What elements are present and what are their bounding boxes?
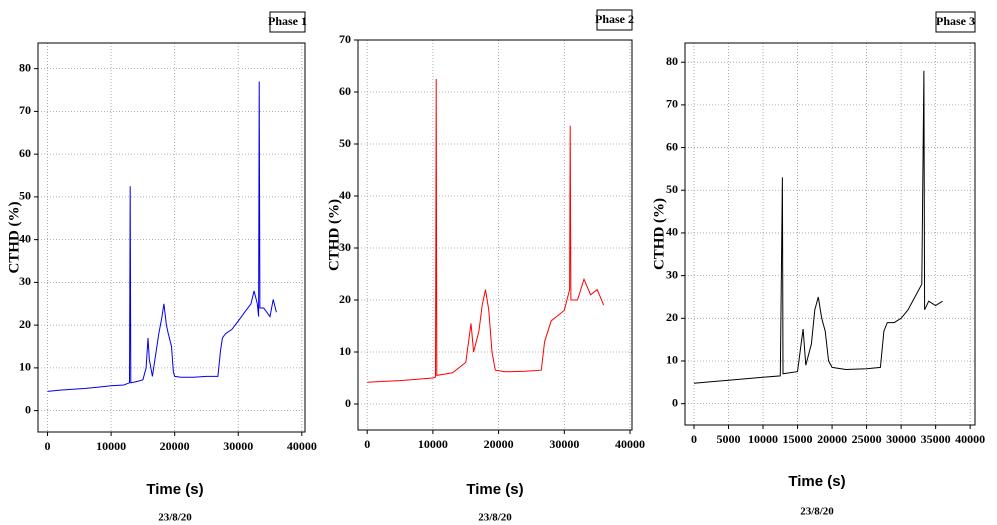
y-tick-label: 0 — [25, 402, 31, 416]
x-tick-label: 40000 — [615, 437, 645, 451]
y-tick-label: 0 — [345, 396, 351, 410]
x-tick-label: 30000 — [886, 432, 916, 446]
data-line — [367, 78, 605, 383]
x-tick-label: 25000 — [852, 432, 882, 446]
chart-title: Phase 1 — [268, 14, 307, 28]
title-box — [935, 11, 976, 33]
y-tick-label: 70 — [19, 103, 31, 117]
y-tick-label: 20 — [339, 292, 351, 306]
y-tick-label: 30 — [339, 240, 351, 254]
date-label: 23/8/20 — [478, 512, 512, 524]
chart-title: Phase 3 — [936, 14, 975, 28]
chart-title: Phase 2 — [595, 12, 634, 26]
y-tick-label: 40 — [666, 225, 678, 239]
y-tick-label: 30 — [19, 274, 31, 288]
data-line — [693, 70, 943, 384]
y-tick-label: 60 — [19, 146, 31, 160]
x-axis-label: Time (s) — [788, 473, 845, 490]
y-tick-label: 10 — [666, 353, 678, 367]
x-tick-label: 0 — [364, 437, 370, 451]
x-tick-label: 15000 — [783, 432, 813, 446]
x-tick-label: 5000 — [717, 432, 741, 446]
y-tick-label: 80 — [666, 54, 678, 68]
y-tick-label: 30 — [666, 267, 678, 281]
y-tick-label: 20 — [19, 317, 31, 331]
y-tick-label: 80 — [19, 60, 31, 74]
x-tick-label: 30000 — [223, 439, 253, 453]
y-axis-label: CTHD (%) — [326, 199, 342, 271]
x-tick-label: 35000 — [921, 432, 951, 446]
y-tick-label: 20 — [666, 310, 678, 324]
y-tick-label: 60 — [339, 84, 351, 98]
y-tick-label: 10 — [19, 360, 31, 374]
plot-frame — [684, 42, 976, 426]
y-tick-label: 40 — [339, 188, 351, 202]
x-axis-label: Time (s) — [146, 481, 203, 498]
title-box — [269, 11, 306, 33]
x-axis-label: Time (s) — [466, 481, 523, 498]
y-tick-label: 50 — [19, 189, 31, 203]
x-tick-label: 30000 — [549, 437, 579, 451]
y-axis-label: CTHD (%) — [651, 198, 667, 270]
y-tick-label: 40 — [19, 231, 31, 245]
y-tick-label: 50 — [666, 182, 678, 196]
title-box — [596, 9, 633, 31]
x-tick-label: 20000 — [484, 437, 514, 451]
x-tick-label: 40000 — [287, 439, 317, 453]
plot-frame — [37, 42, 306, 433]
y-axis-label: CTHD (%) — [6, 201, 22, 273]
y-tick-label: 50 — [339, 136, 351, 150]
date-label: 23/8/20 — [158, 512, 192, 524]
y-tick-label: 70 — [339, 32, 351, 46]
x-tick-label: 20000 — [160, 439, 190, 453]
x-tick-label: 0 — [45, 439, 51, 453]
x-tick-label: 40000 — [955, 432, 985, 446]
x-tick-label: 0 — [691, 432, 697, 446]
plot-frame — [357, 39, 633, 431]
data-line — [47, 81, 277, 392]
x-tick-label: 10000 — [748, 432, 778, 446]
date-label: 23/8/20 — [800, 506, 834, 518]
x-tick-label: 10000 — [96, 439, 126, 453]
x-tick-label: 20000 — [817, 432, 847, 446]
y-tick-label: 0 — [672, 395, 678, 409]
y-tick-label: 60 — [666, 139, 678, 153]
x-tick-label: 10000 — [418, 437, 448, 451]
y-tick-label: 10 — [339, 344, 351, 358]
y-tick-label: 70 — [666, 97, 678, 111]
